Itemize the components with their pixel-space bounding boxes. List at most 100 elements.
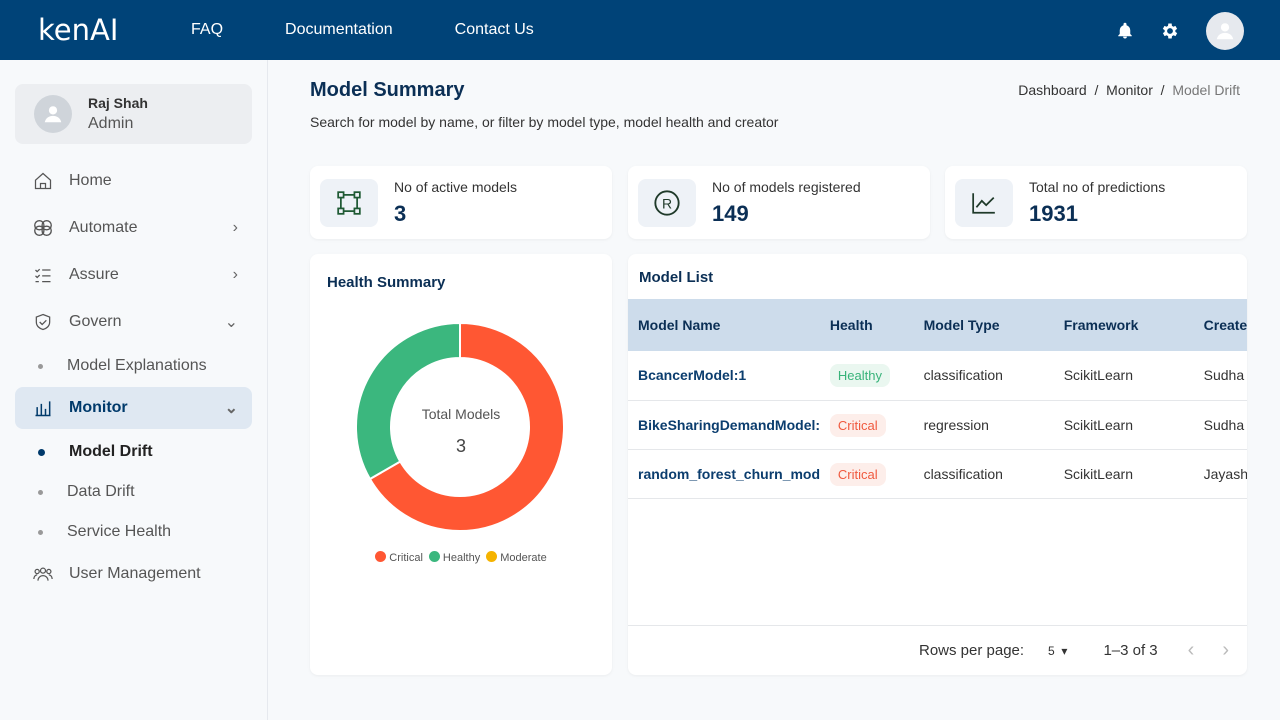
next-page-button[interactable]: ›: [1222, 639, 1229, 661]
sidebar-item-govern[interactable]: Govern ⌄: [15, 301, 252, 343]
col-framework[interactable]: Framework: [1053, 299, 1194, 351]
col-model-type[interactable]: Model Type: [913, 299, 1054, 351]
table-row[interactable]: BcancerModel:1 Healthy classification Sciki…: [628, 351, 1247, 401]
stat-card-predictions: Total no of predictions 1931: [945, 166, 1247, 239]
sidebar-item-home[interactable]: Home: [15, 160, 252, 202]
health-cell: Critical: [819, 400, 914, 450]
nav-contact-us[interactable]: Contact Us: [454, 21, 534, 38]
prev-page-button[interactable]: ‹: [1187, 639, 1195, 661]
sidebar-item-monitor[interactable]: Monitor ⌄: [15, 387, 252, 429]
rows-per-page-label: Rows per page:: [918, 642, 1025, 659]
model-type-cell: regression: [913, 400, 1054, 450]
user-icon: [1216, 23, 1234, 40]
subitem-label: Model Drift: [69, 443, 153, 460]
sidebar-subitem-service-health[interactable]: Service Health: [38, 523, 171, 541]
page-title: Model Summary: [310, 79, 465, 101]
bullet-icon: [38, 529, 43, 535]
chevron-down-icon: ⌄: [224, 314, 238, 331]
sidebar-subitem-data-drift[interactable]: Data Drift: [38, 483, 135, 501]
brain-icon: [31, 217, 55, 239]
status-badge: Critical: [829, 413, 886, 437]
rows-per-page-select[interactable]: 5 ▾: [1048, 643, 1068, 658]
donut-center-label: Total Models: [421, 406, 501, 422]
subitem-label: Model Explanations: [67, 357, 207, 374]
nav-faq[interactable]: FAQ: [191, 21, 224, 38]
health-cell: Critical: [819, 449, 914, 499]
stat-value: 3: [394, 200, 407, 226]
breadcrumb-dashboard[interactable]: Dashboard: [1018, 82, 1087, 98]
users-icon: [31, 564, 55, 584]
sidebar-item-label: Monitor: [69, 399, 128, 416]
stat-value: 149: [712, 200, 749, 226]
logo[interactable]: kenAI: [38, 13, 119, 47]
stat-label: No of models registered: [712, 178, 861, 195]
registered-icon: R: [638, 178, 696, 227]
table-row[interactable]: random_forest_churn_model: Critical classi…: [628, 449, 1247, 499]
model-name-cell[interactable]: BcancerModel:1: [628, 351, 820, 401]
home-icon: [31, 171, 55, 191]
status-badge: Healthy: [829, 364, 890, 388]
chevron-right-icon: ›: [232, 266, 238, 283]
health-cell: Healthy: [819, 351, 914, 401]
creator-cell: Sudha: [1193, 400, 1247, 450]
model-name-cell[interactable]: BikeSharingDemandModel:1: [628, 400, 820, 450]
sidebar: Raj Shah Admin Home Automate › Assure › Gov…: [0, 60, 268, 720]
bar-chart-icon: [31, 398, 55, 418]
gear-icon[interactable]: [1160, 21, 1180, 41]
framework-cell: ScikitLearn: [1053, 400, 1194, 450]
framework-cell: ScikitLearn: [1053, 351, 1194, 401]
sidebar-item-label: Home: [69, 172, 112, 189]
card-title: Model List: [639, 269, 714, 286]
nav-documentation[interactable]: Documentation: [285, 21, 393, 38]
stat-label: Total no of predictions: [1029, 178, 1166, 195]
sidebar-item-label: User Management: [69, 565, 201, 582]
legend-moderate[interactable]: Moderate: [486, 551, 547, 564]
sidebar-item-user-management[interactable]: User Management: [15, 553, 252, 595]
stat-card-active-models: No of active models 3: [310, 166, 612, 239]
creator-cell: Sudha: [1193, 351, 1247, 401]
col-creator[interactable]: Create: [1193, 299, 1247, 351]
breadcrumb-monitor[interactable]: Monitor: [1106, 82, 1153, 98]
user-card: Raj Shah Admin: [15, 84, 252, 144]
sidebar-item-assure[interactable]: Assure ›: [15, 254, 252, 296]
donut-slice-critical[interactable]: [368, 321, 565, 532]
stat-value: 1931: [1029, 200, 1078, 226]
framework-cell: ScikitLearn: [1053, 449, 1194, 499]
top-bar: kenAI FAQ Documentation Contact Us: [0, 0, 1280, 60]
user-name: Raj Shah: [88, 95, 148, 111]
bullet-icon: [38, 363, 43, 369]
col-model-name[interactable]: Model Name: [628, 299, 820, 351]
stat-card-registered-models: R No of models registered 149: [628, 166, 930, 239]
sidebar-item-automate[interactable]: Automate ›: [15, 207, 252, 249]
model-name-cell[interactable]: random_forest_churn_model:: [628, 449, 820, 499]
profile-avatar[interactable]: [1206, 12, 1244, 50]
legend-healthy[interactable]: Healthy: [428, 551, 480, 564]
breadcrumb: Dashboard / Monitor / Model Drift: [1018, 82, 1240, 98]
nodes-icon: [320, 178, 378, 227]
bullet-icon: [38, 448, 45, 456]
subitem-label: Service Health: [67, 523, 172, 540]
model-type-cell: classification: [913, 351, 1054, 401]
bell-icon[interactable]: [1116, 22, 1134, 40]
creator-cell: Jayash: [1193, 449, 1247, 499]
stat-label: No of active models: [394, 178, 517, 195]
model-table: Model Name Health Model Type Framework C…: [628, 299, 1247, 499]
legend-critical[interactable]: Critical: [375, 551, 423, 564]
sidebar-subitem-model-drift[interactable]: Model Drift: [38, 443, 153, 461]
card-title: Health Summary: [327, 274, 446, 291]
checklist-icon: [31, 265, 55, 285]
user-role: Admin: [88, 115, 134, 132]
svg-text:R: R: [662, 195, 672, 211]
status-badge: Critical: [829, 462, 886, 486]
table-pagination: Rows per page: 5 ▾ 1–3 of 3 ‹ ›: [628, 625, 1247, 675]
line-chart-icon: [955, 178, 1013, 227]
sidebar-subitem-model-explanations[interactable]: Model Explanations: [38, 357, 207, 375]
bullet-icon: [38, 489, 43, 495]
subitem-label: Data Drift: [67, 483, 135, 500]
sidebar-item-label: Assure: [69, 266, 119, 283]
donut-slice-healthy[interactable]: [355, 321, 461, 481]
table-row[interactable]: BikeSharingDemandModel:1 Critical regressi…: [628, 400, 1247, 450]
model-list-card: Model List Model Name Health Model Type …: [628, 254, 1247, 675]
model-type-cell: classification: [913, 449, 1054, 499]
col-health[interactable]: Health: [819, 299, 914, 351]
